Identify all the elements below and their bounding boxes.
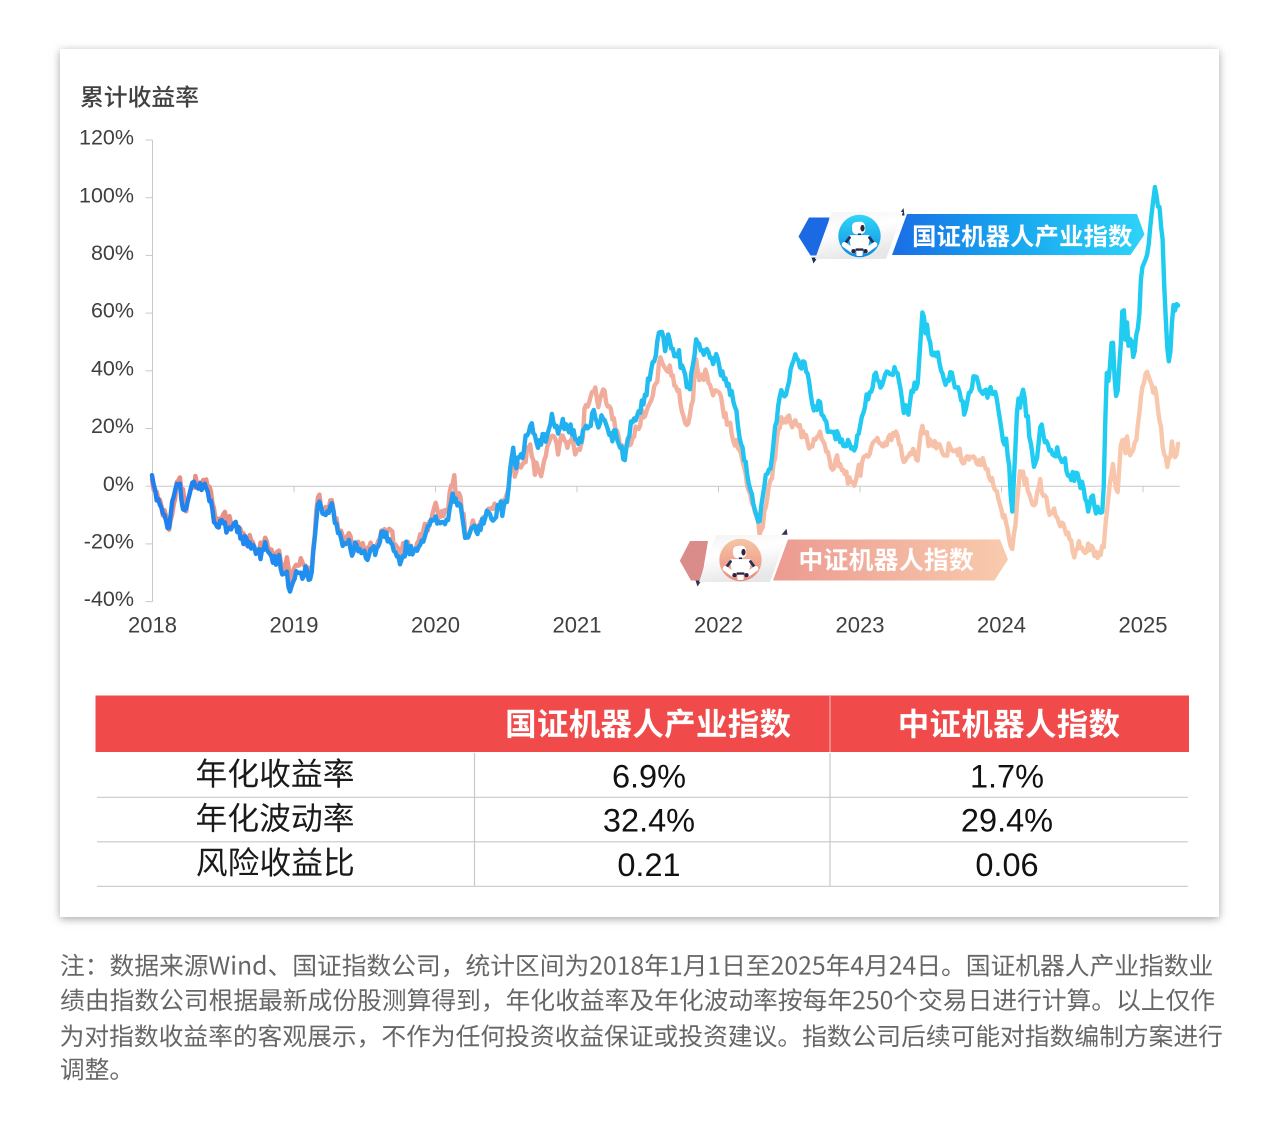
svg-text:2020: 2020 xyxy=(411,613,460,638)
svg-text:2024: 2024 xyxy=(977,613,1026,638)
svg-text:100%: 100% xyxy=(79,183,134,207)
svg-text:-20%: -20% xyxy=(84,530,134,554)
svg-text:-40%: -40% xyxy=(84,587,134,611)
svg-text:1.7%: 1.7% xyxy=(970,758,1044,794)
svg-text:2022: 2022 xyxy=(694,613,743,638)
svg-text:80%: 80% xyxy=(91,241,134,265)
svg-text:0.21: 0.21 xyxy=(617,847,680,883)
svg-text:0%: 0% xyxy=(103,472,134,496)
svg-text:6.9%: 6.9% xyxy=(612,758,686,794)
svg-text:40%: 40% xyxy=(91,356,134,380)
svg-text:2023: 2023 xyxy=(836,613,885,638)
svg-text:0.06: 0.06 xyxy=(975,847,1038,883)
svg-text:29.4%: 29.4% xyxy=(961,803,1053,839)
svg-text:32.4%: 32.4% xyxy=(603,803,695,839)
svg-text:120%: 120% xyxy=(79,126,134,150)
svg-text:2025: 2025 xyxy=(1119,613,1168,638)
svg-text:2019: 2019 xyxy=(270,613,319,638)
svg-text:20%: 20% xyxy=(91,414,134,438)
svg-text:2018: 2018 xyxy=(128,613,177,638)
svg-text:2021: 2021 xyxy=(553,613,602,638)
svg-text:60%: 60% xyxy=(91,299,134,323)
